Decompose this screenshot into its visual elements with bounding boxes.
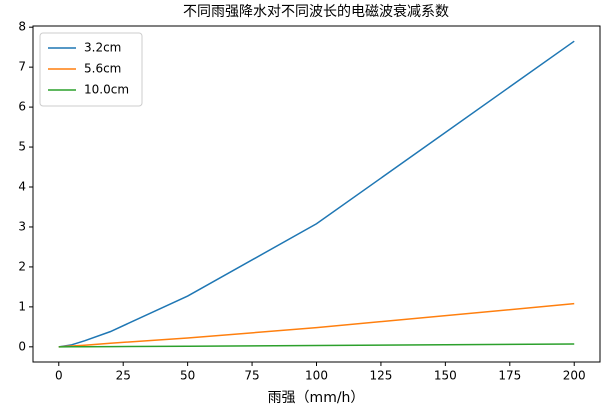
x-tick-label: 200 [563,369,586,383]
y-tick-label: 2 [18,259,26,273]
chart-title: 不同雨强降水对不同波长的电磁波衰减系数 [183,3,449,20]
x-tick-label: 125 [369,369,392,383]
line-series [58,302,575,348]
plot-frame [32,25,601,363]
y-tick-label: 3 [18,219,26,233]
y-tick-label: 4 [18,180,26,194]
legend-box [39,32,143,107]
y-tick-label: 6 [18,100,26,114]
x-tick-label: 0 [55,369,63,383]
line-series [58,40,575,348]
y-tick-label: 5 [18,140,26,154]
x-tick-label: 75 [244,369,259,383]
x-tick-label: 25 [116,369,131,383]
y-tick-label: 0 [18,339,26,353]
y-tick-label: 7 [18,60,26,74]
x-axis-label: 雨强（mm/h） [268,390,365,406]
legend-label: 3.2cm [84,41,121,55]
x-tick-label: 150 [434,369,457,383]
legend-label: 5.6cm [84,62,121,76]
y-tick-label: 1 [18,299,26,313]
y-tick-label: 8 [18,20,26,34]
x-tick-label: 100 [305,369,328,383]
x-tick-label: 175 [498,369,521,383]
x-tick-label: 50 [180,369,195,383]
legend-label: 10.0cm [84,83,129,97]
line-series [58,343,575,348]
